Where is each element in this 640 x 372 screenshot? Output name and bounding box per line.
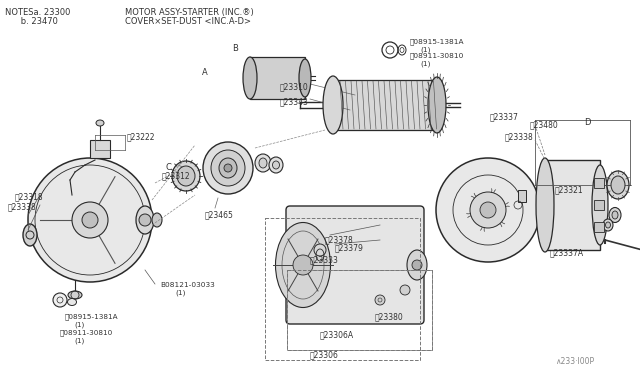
Ellipse shape — [605, 222, 611, 228]
Circle shape — [470, 192, 506, 228]
Text: D: D — [584, 118, 591, 127]
Circle shape — [436, 158, 540, 262]
Circle shape — [53, 293, 67, 307]
Circle shape — [400, 285, 410, 295]
Ellipse shape — [275, 222, 330, 308]
Ellipse shape — [609, 208, 621, 222]
Bar — [90, 140, 110, 158]
Ellipse shape — [219, 158, 237, 178]
Ellipse shape — [607, 171, 629, 199]
Text: ⌢23338: ⌢23338 — [8, 202, 36, 211]
Text: ⌢23310: ⌢23310 — [280, 82, 308, 91]
Text: (1): (1) — [420, 60, 431, 67]
Ellipse shape — [177, 166, 195, 186]
Circle shape — [224, 164, 232, 172]
Circle shape — [314, 244, 326, 256]
Text: (1): (1) — [74, 321, 84, 327]
Bar — [545, 160, 600, 250]
Bar — [333, 80, 437, 130]
Text: ⌢23222: ⌢23222 — [127, 132, 156, 141]
Text: C: C — [165, 163, 171, 172]
Text: ⌢23318: ⌢23318 — [15, 192, 44, 201]
Ellipse shape — [299, 59, 311, 97]
Text: MOTOR ASSY-STARTER (INC.®): MOTOR ASSY-STARTER (INC.®) — [125, 8, 253, 17]
Text: ∧233·l00P: ∧233·l00P — [555, 357, 594, 366]
Bar — [287, 270, 432, 350]
Circle shape — [72, 202, 108, 238]
Text: (1): (1) — [175, 290, 186, 296]
Text: ⌢23337A: ⌢23337A — [550, 248, 584, 257]
Ellipse shape — [152, 213, 162, 227]
Ellipse shape — [172, 161, 200, 191]
Circle shape — [382, 42, 398, 58]
Text: ⌢23333: ⌢23333 — [310, 255, 339, 264]
Ellipse shape — [323, 76, 343, 134]
Bar — [287, 270, 432, 350]
Ellipse shape — [67, 298, 77, 305]
Text: B08121-03033: B08121-03033 — [160, 282, 215, 288]
Bar — [594, 200, 604, 210]
Circle shape — [412, 260, 422, 270]
Ellipse shape — [611, 176, 625, 194]
Ellipse shape — [211, 150, 245, 186]
Ellipse shape — [612, 211, 618, 219]
Text: COVER×SET-DUST <INC.A-D>: COVER×SET-DUST <INC.A-D> — [125, 17, 251, 26]
Text: ⌢23337: ⌢23337 — [490, 112, 519, 121]
Text: ⌢23465: ⌢23465 — [205, 210, 234, 219]
Bar — [265, 218, 420, 360]
Text: ⌢23378: ⌢23378 — [325, 235, 354, 244]
Text: Ⓞ08911-30810: Ⓞ08911-30810 — [410, 52, 465, 59]
Text: A: A — [202, 68, 208, 77]
Text: ⓖ08915-1381A: ⓖ08915-1381A — [65, 313, 118, 320]
Text: ⌢23306A: ⌢23306A — [320, 330, 354, 339]
Text: (1): (1) — [420, 46, 431, 52]
Text: ⌢23338: ⌢23338 — [505, 132, 534, 141]
Text: ⌢23480: ⌢23480 — [530, 120, 559, 129]
Ellipse shape — [407, 250, 427, 280]
Text: B: B — [232, 44, 238, 53]
FancyBboxPatch shape — [286, 206, 424, 324]
Ellipse shape — [603, 219, 613, 231]
Ellipse shape — [255, 154, 271, 172]
Ellipse shape — [243, 57, 257, 99]
Circle shape — [139, 214, 151, 226]
Ellipse shape — [259, 158, 267, 168]
Text: b. 23470: b. 23470 — [5, 17, 58, 26]
Ellipse shape — [536, 158, 554, 252]
Circle shape — [480, 202, 496, 218]
Text: ⌢23321: ⌢23321 — [555, 185, 584, 194]
Text: (1): (1) — [74, 337, 84, 343]
Ellipse shape — [68, 291, 82, 299]
Text: Ⓞ08911-30810: Ⓞ08911-30810 — [60, 329, 113, 336]
Circle shape — [82, 212, 98, 228]
Text: ⌢23343: ⌢23343 — [280, 97, 309, 106]
Bar — [518, 190, 526, 202]
Ellipse shape — [96, 120, 104, 126]
Ellipse shape — [428, 77, 446, 133]
Text: NOTESa. 23300: NOTESa. 23300 — [5, 8, 70, 17]
Text: ⓖ08915-1381A: ⓖ08915-1381A — [410, 38, 465, 45]
Text: ⌢23312: ⌢23312 — [162, 171, 191, 180]
Text: ⌢23380: ⌢23380 — [375, 312, 404, 321]
Ellipse shape — [269, 157, 283, 173]
Ellipse shape — [592, 165, 608, 245]
Circle shape — [28, 158, 152, 282]
Circle shape — [375, 295, 385, 305]
Text: ⌢23379: ⌢23379 — [335, 243, 364, 252]
Circle shape — [293, 255, 313, 275]
Text: ⌢23306: ⌢23306 — [310, 350, 339, 359]
Ellipse shape — [203, 142, 253, 194]
Ellipse shape — [136, 206, 154, 234]
Bar — [250, 57, 305, 99]
Ellipse shape — [23, 224, 37, 246]
Bar — [594, 178, 604, 188]
Ellipse shape — [273, 161, 280, 169]
Bar — [594, 222, 604, 232]
